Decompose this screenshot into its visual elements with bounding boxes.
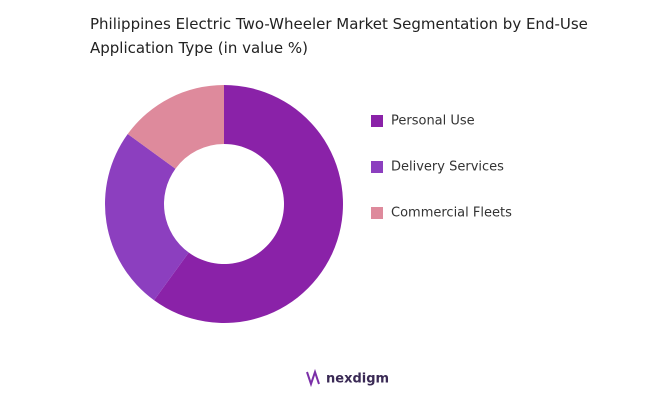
legend-label: Delivery Services	[391, 160, 504, 175]
legend-label: Commercial Fleets	[391, 206, 512, 221]
donut-slice	[154, 85, 343, 323]
legend-swatch	[371, 161, 383, 173]
legend-label: Personal Use	[391, 114, 475, 129]
brand-logo	[306, 368, 320, 388]
chart-title: Philippines Electric Two-Wheeler Market …	[90, 15, 588, 57]
legend-swatch	[371, 115, 383, 127]
donut-slice	[127, 85, 224, 169]
brand-name: nexdigm	[326, 372, 389, 387]
donut-slice	[105, 134, 189, 301]
legend-swatch	[371, 207, 383, 219]
